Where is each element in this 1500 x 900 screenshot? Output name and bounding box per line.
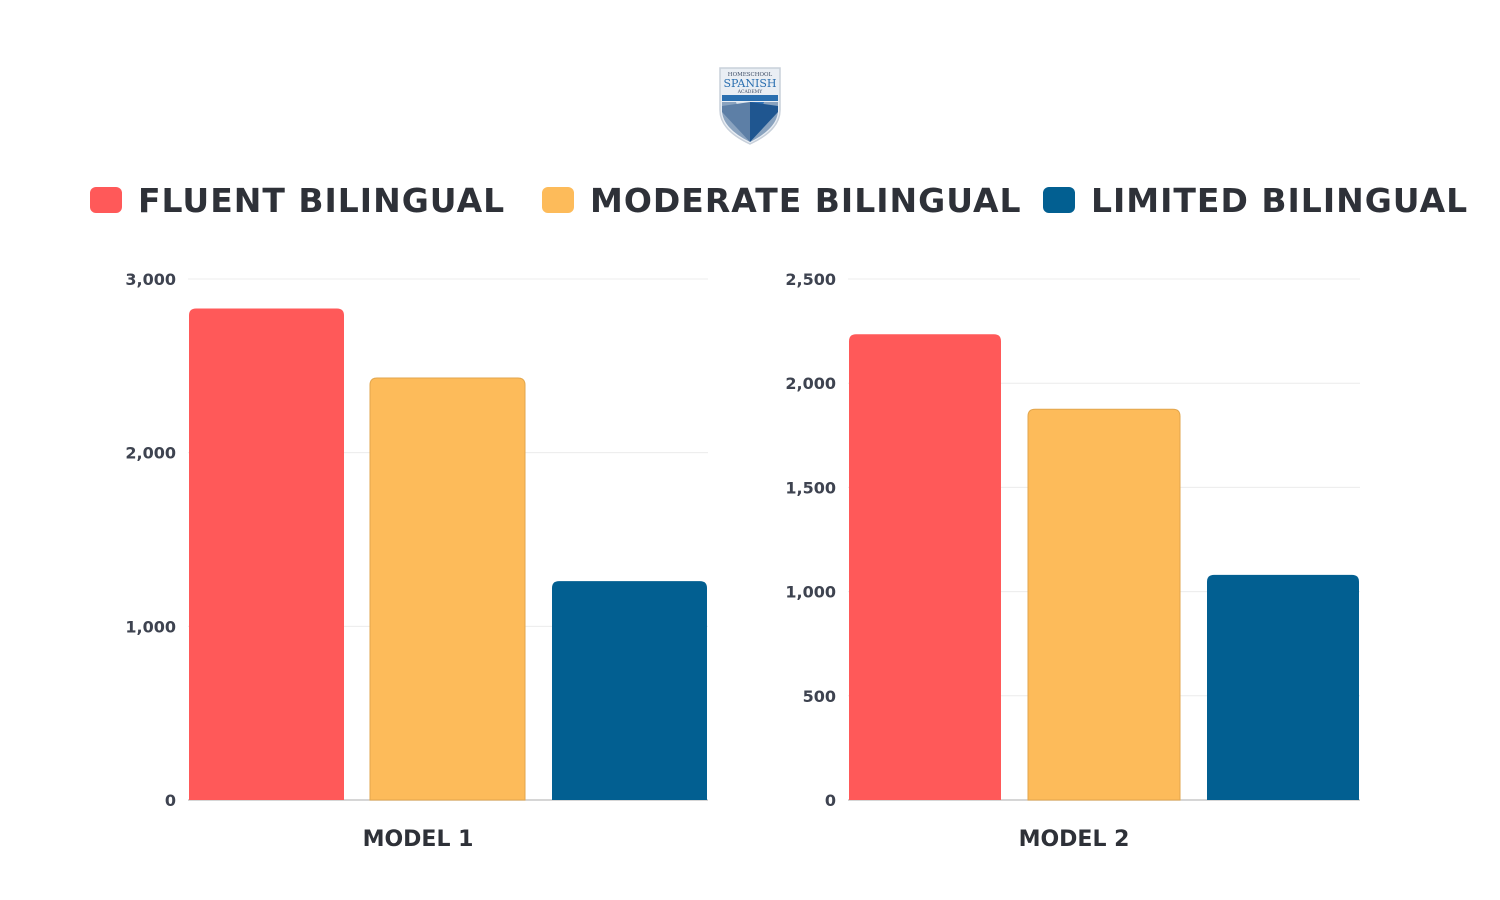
legend-item-moderate: MODERATE BILINGUAL: [542, 172, 1022, 228]
chart-1: 0 1,000 2,000 3,000 MODEL 1: [125, 270, 708, 852]
legend-label-fluent: FLUENT BILINGUAL: [138, 180, 506, 220]
legend-item-fluent: FLUENT BILINGUAL: [90, 172, 505, 228]
chart-legend: FLUENT BILINGUAL MODERATE BILINGUAL LIMI…: [0, 172, 1500, 228]
legend-item-limited: LIMITED BILINGUAL: [1043, 172, 1468, 228]
bar-moderate-bilingual: [369, 377, 526, 801]
y-tick-label: 1,000: [785, 583, 836, 602]
bar-limited-bilingual: [1207, 574, 1359, 800]
y-tick-label: 2,500: [785, 270, 836, 289]
y-tick-label: 0: [825, 791, 836, 810]
legend-label-limited: LIMITED BILINGUAL: [1091, 180, 1469, 220]
y-tick-label: 500: [803, 687, 836, 706]
legend-swatch-moderate: [542, 187, 574, 213]
y-tick-label: 0: [165, 791, 176, 810]
chart-2: 0 500 1,000 1,500 2,000 2,500 MODEL 2: [785, 270, 1360, 852]
legend-swatch-limited: [1043, 187, 1075, 213]
y-tick-label: 1,500: [785, 478, 836, 497]
x-category-label: MODEL 2: [1019, 827, 1130, 852]
y-tick-label: 2,000: [785, 374, 836, 393]
x-category-label: MODEL 1: [363, 827, 474, 852]
school-logo: HOMESCHOOL SPANISH ACADEMY: [716, 66, 784, 146]
bar-limited-bilingual: [552, 581, 707, 800]
bar-moderate-bilingual: [1027, 408, 1181, 801]
y-tick-label: 1,000: [125, 617, 176, 636]
y-tick-label: 2,000: [125, 444, 176, 463]
bar-fluent-bilingual: [849, 334, 1001, 800]
svg-text:ACADEMY: ACADEMY: [737, 89, 763, 95]
svg-text:HOMESCHOOL: HOMESCHOOL: [728, 72, 773, 78]
bar-fluent-bilingual: [189, 308, 344, 800]
svg-text:SPANISH: SPANISH: [724, 77, 777, 90]
y-tick-label: 3,000: [125, 270, 176, 289]
legend-label-moderate: MODERATE BILINGUAL: [590, 180, 1022, 220]
legend-swatch-fluent: [90, 187, 122, 213]
